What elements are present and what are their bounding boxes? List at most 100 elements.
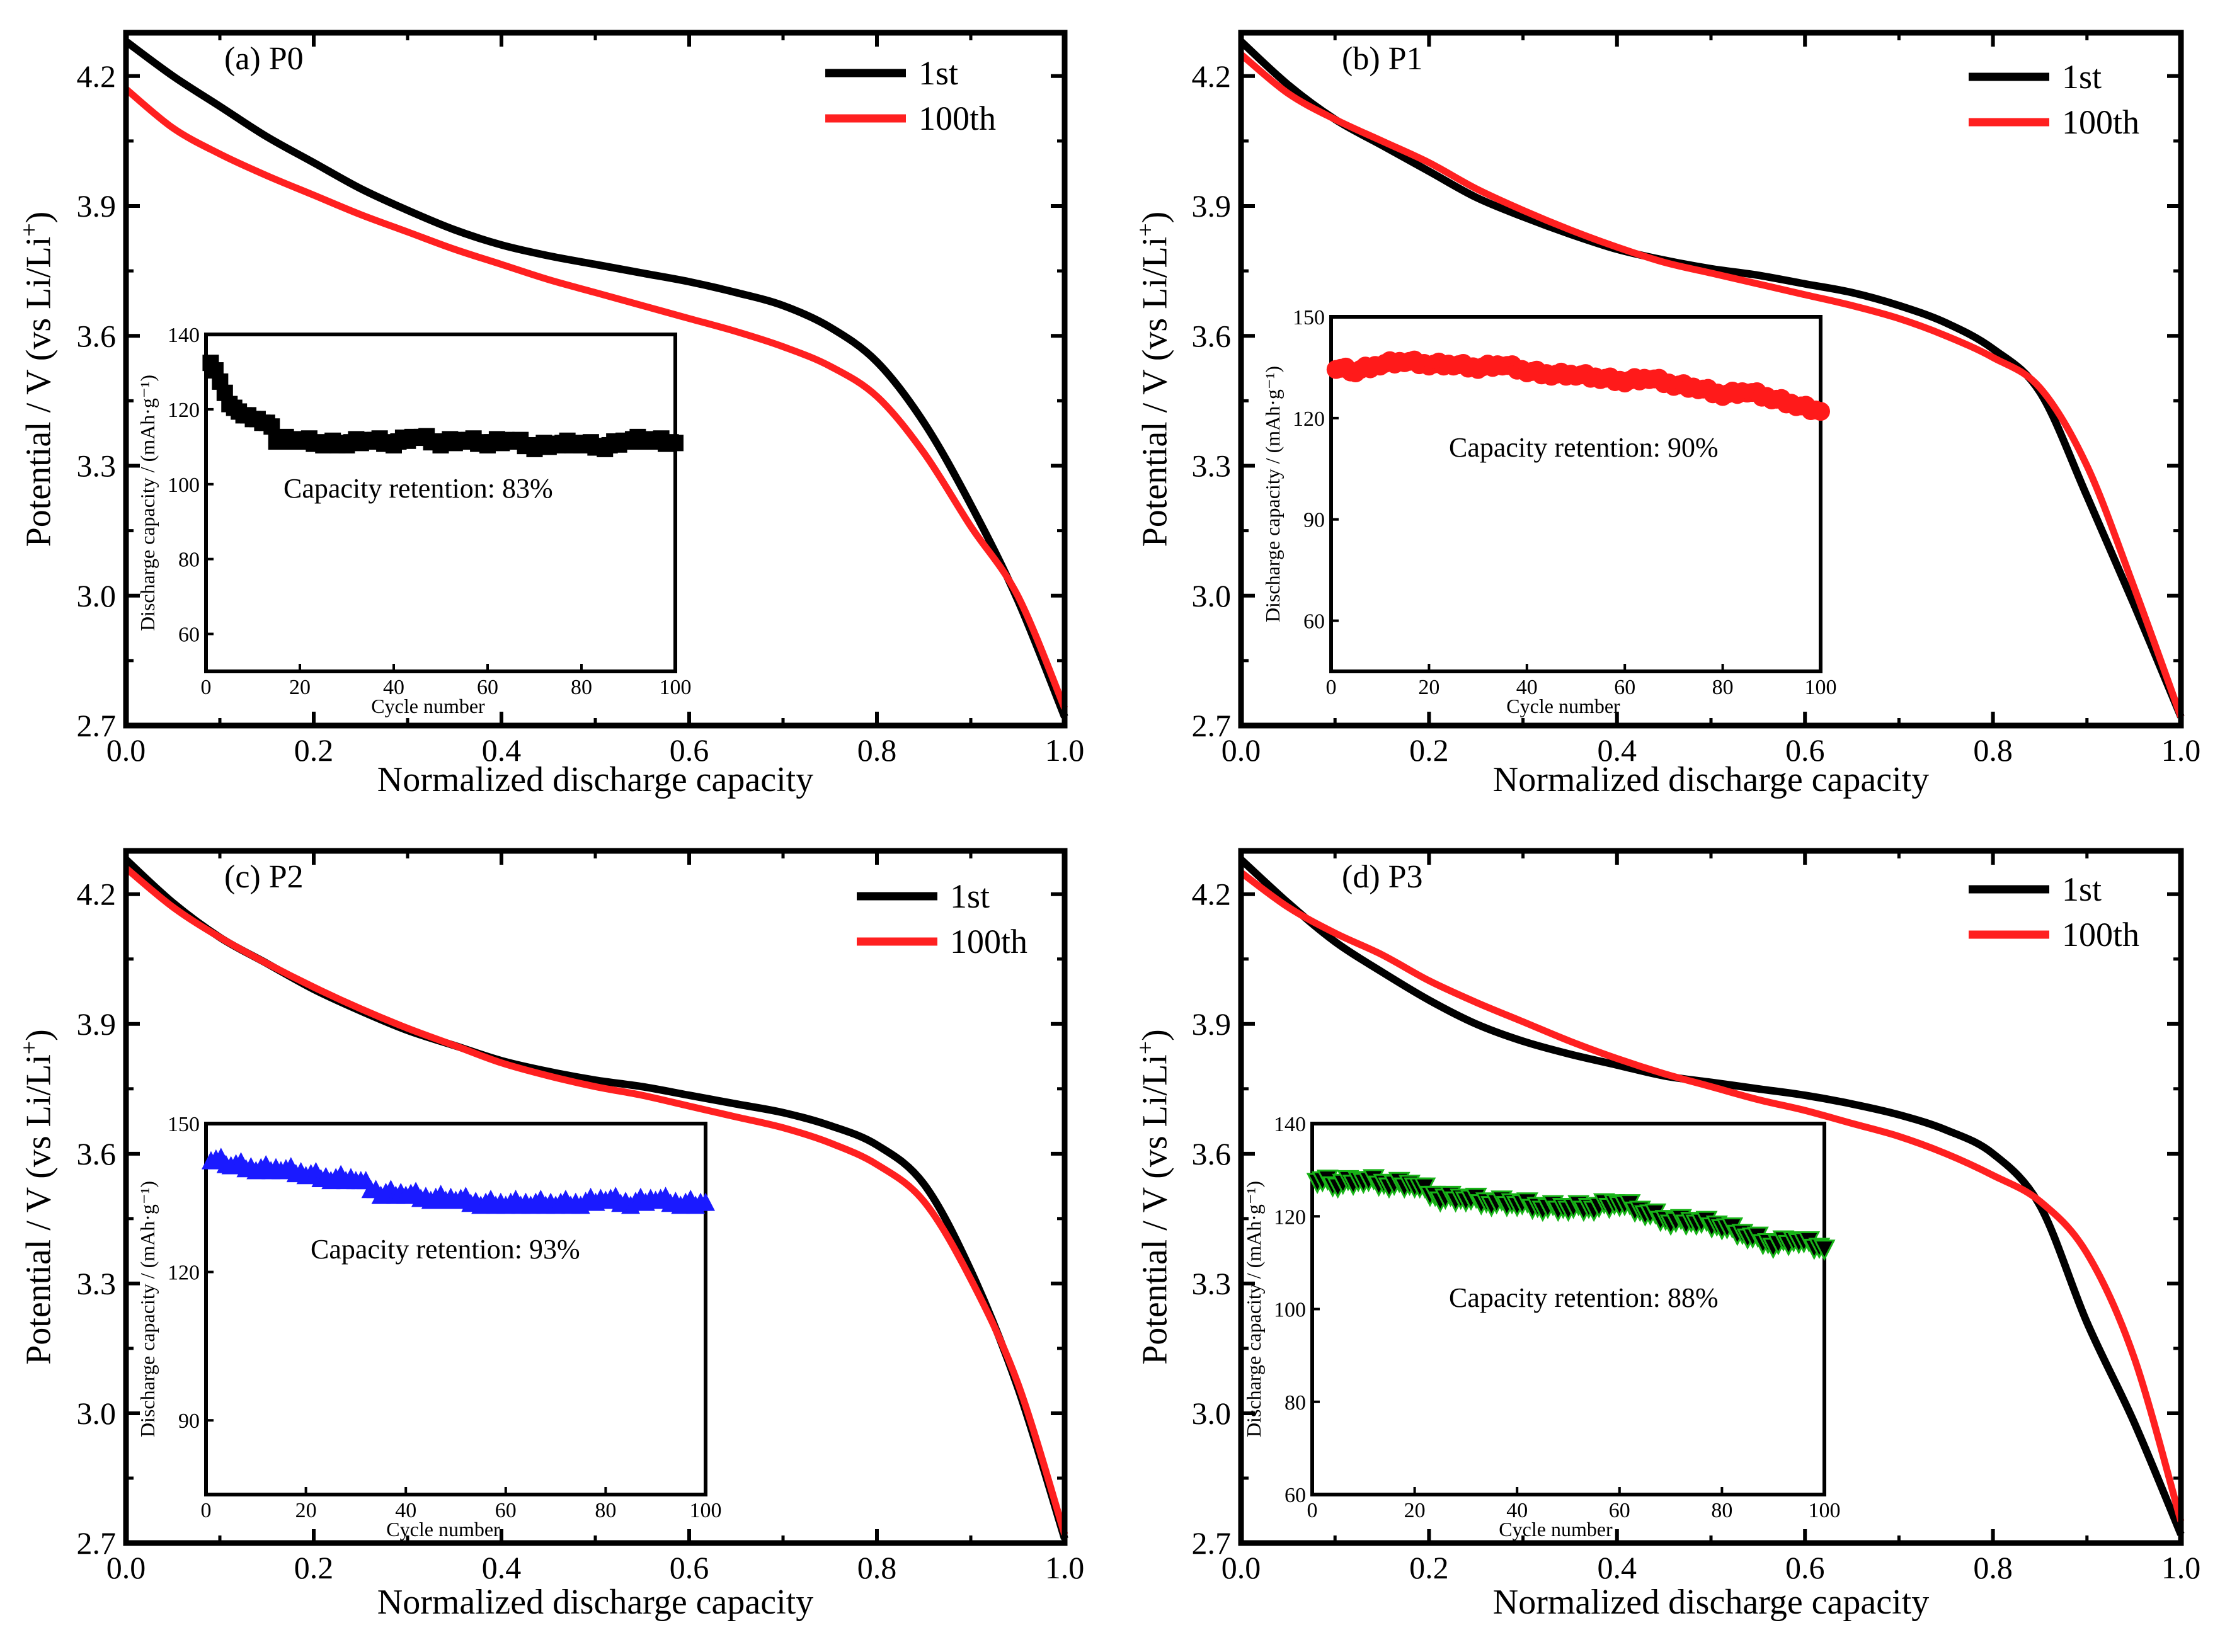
inset-y-tick-label: 120	[168, 1262, 200, 1285]
x-tick-label: 1.0	[2161, 1550, 2201, 1585]
y-tick-label: 4.2	[1192, 59, 1232, 94]
y-tick-label: 3.9	[77, 188, 117, 224]
chart-panel-0: 2.7 3.0 3.3 3.6 3.9 4.2 0.0 0.2 0.4 0.6 0.8 1.0 Norm…	[16, 33, 1084, 799]
y-axis-label-main: Potential / V (vs Li/Li	[1136, 237, 1175, 547]
inset-x-tick-label: 40	[383, 676, 404, 699]
legend-label-1st: 1st	[950, 877, 990, 915]
y-tick-label: 3.0	[77, 578, 117, 613]
inset-x-tick-label: 100	[690, 1499, 722, 1522]
inset-x-tick-label: 100	[1809, 1499, 1841, 1522]
x-tick-label: 0.2	[1409, 1550, 1449, 1585]
inset-x-tick-label: 60	[477, 676, 498, 699]
inset-annotation: Capacity retention: 83%	[283, 473, 553, 504]
series-line-100th	[123, 86, 1068, 710]
y-tick-label: 4.2	[77, 59, 117, 94]
inset-x-tick-label: 80	[595, 1499, 616, 1522]
x-tick-label: 0.4	[1598, 732, 1637, 768]
inset-x-tick-label: 100	[660, 676, 692, 699]
y-axis-label: Potential / V (vs Li/Li+)	[1133, 212, 1175, 547]
inset-x-tick-label: 0	[201, 1499, 212, 1522]
inset-x-tick-label: 0	[201, 676, 212, 699]
legend-label-1st: 1st	[2062, 58, 2102, 96]
legend-label-1st: 1st	[2062, 870, 2102, 908]
x-tick-label: 0.6	[670, 1550, 709, 1585]
y-tick-label: 3.0	[1192, 1396, 1232, 1431]
inset-marker	[1813, 1239, 1836, 1262]
chart-panel-3: 2.7 3.0 3.3 3.6 3.9 4.2 0.0 0.2 0.4 0.6 0.8 1.0 Norm…	[1133, 851, 2201, 1622]
inset-x-axis-label: Cycle number	[1499, 1518, 1613, 1541]
inset-chart: 0 20 40 60 80 100 60 80 100 120 140 Cycle number Dis…	[136, 324, 692, 717]
inset-y-tick-label: 140	[168, 324, 200, 347]
chart-panel-1: 2.7 3.0 3.3 3.6 3.9 4.2 0.0 0.2 0.4 0.6 0.8 1.0 Norm…	[1133, 33, 2200, 799]
inset-y-axis-label: Discharge capacity / (mAh·g⁻¹)	[1242, 1181, 1265, 1437]
y-axis-label-main: Potential / V (vs Li/Li	[20, 1054, 59, 1365]
inset-chart: 0 20 40 60 80 100 60 90 120 150 Cycle number Discha…	[1261, 306, 1837, 717]
y-tick-label: 3.6	[1192, 318, 1232, 353]
y-axis-label-end: )	[1136, 1029, 1175, 1041]
y-axis-label-end: )	[1136, 212, 1175, 224]
x-tick-label: 0.0	[1222, 1550, 1261, 1585]
inset-y-tick-label: 100	[1274, 1299, 1306, 1322]
x-tick-label: 0.8	[857, 1550, 897, 1585]
inset-x-tick-label: 20	[1418, 676, 1439, 699]
y-tick-label: 3.9	[1192, 1006, 1232, 1042]
y-tick-label: 3.6	[77, 1136, 117, 1171]
y-tick-label: 3.9	[77, 1006, 117, 1042]
series-line-100th	[1239, 52, 2185, 719]
x-tick-label: 0.2	[1409, 732, 1449, 768]
x-tick-label: 0.6	[1785, 732, 1825, 768]
y-tick-label: 2.7	[77, 708, 117, 743]
y-axis-label-sup: +	[16, 1041, 43, 1054]
legend-label-100th: 100th	[918, 100, 996, 137]
legend-label-100th: 100th	[950, 923, 1027, 960]
y-tick-label: 3.0	[77, 1396, 117, 1431]
inset-x-axis-label: Cycle number	[371, 695, 485, 717]
inset-x-tick-label: 100	[1805, 676, 1837, 699]
inset-y-tick-label: 150	[1293, 306, 1325, 329]
inset-annotation: Capacity retention: 88%	[1449, 1282, 1719, 1313]
x-tick-label: 0.2	[294, 732, 334, 768]
y-axis-label: Potential / V (vs Li/Li+)	[1133, 1029, 1175, 1365]
series-line-100th	[123, 865, 1068, 1535]
inset-x-axis-label: Cycle number	[386, 1518, 500, 1541]
y-tick-label: 3.6	[77, 318, 117, 353]
inset-y-tick-label: 60	[1303, 610, 1325, 634]
y-tick-label: 3.3	[1192, 1266, 1232, 1301]
series-line-1st	[123, 38, 1068, 719]
y-axis-label-end: )	[20, 212, 59, 224]
inset-annotation: Capacity retention: 90%	[1449, 432, 1719, 463]
x-tick-label: 1.0	[1045, 1550, 1085, 1585]
inset-chart: 0 20 40 60 80 100 60 80 100 120 140 Cycle number Dis…	[1242, 1113, 1841, 1541]
inset-x-tick-label: 20	[289, 676, 311, 699]
inset-annotation: Capacity retention: 93%	[311, 1234, 580, 1265]
inset-y-tick-label: 150	[168, 1113, 200, 1136]
x-tick-label: 0.4	[482, 732, 522, 768]
y-axis-label-sup: +	[16, 223, 43, 236]
x-axis-label: Normalized discharge capacity	[1493, 760, 1929, 799]
inset-x-tick-label: 0	[1307, 1499, 1318, 1522]
inset-x-tick-label: 40	[1506, 1499, 1528, 1522]
inset-y-tick-label: 80	[1285, 1391, 1306, 1415]
inset-y-tick-label: 60	[1285, 1484, 1306, 1507]
inset-x-axis-label: Cycle number	[1506, 695, 1620, 717]
x-axis-label: Normalized discharge capacity	[377, 1583, 813, 1622]
y-axis-label-main: Potential / V (vs Li/Li	[1136, 1054, 1175, 1365]
inset-x-tick-label: 40	[1516, 676, 1538, 699]
series-line-1st	[1238, 857, 2185, 1536]
legend-label-100th: 100th	[2062, 916, 2139, 954]
y-axis-label-main: Potential / V (vs Li/Li	[20, 237, 59, 547]
plot-frame-0	[123, 30, 1068, 729]
x-tick-label: 0.2	[294, 1550, 334, 1585]
inset-y-tick-label: 100	[168, 474, 200, 497]
inset-frame	[204, 1122, 707, 1496]
y-tick-label: 3.0	[1192, 578, 1232, 613]
x-tick-label: 0.4	[482, 1550, 522, 1585]
series-line-100th	[1239, 869, 2185, 1523]
inset-x-tick-label: 20	[1404, 1499, 1426, 1522]
inset-x-tick-label: 80	[1712, 676, 1734, 699]
panel-label: (b) P1	[1342, 41, 1423, 77]
inset-y-tick-label: 140	[1274, 1113, 1306, 1136]
x-tick-label: 0.8	[1973, 732, 2013, 768]
legend-label-100th: 100th	[2062, 103, 2139, 141]
